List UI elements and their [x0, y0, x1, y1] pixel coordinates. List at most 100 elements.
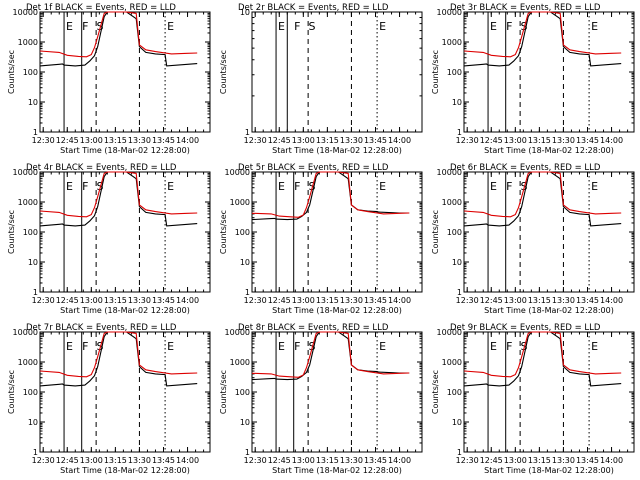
event-marker-letter: E — [591, 180, 598, 193]
x-tick-label: 12:30 — [456, 296, 479, 305]
y-tick-label: 10 — [28, 418, 38, 427]
x-tick-label: 13:45 — [364, 136, 387, 145]
x-tick-label: 12:45 — [268, 136, 291, 145]
x-tick-label: 13:15 — [104, 296, 127, 305]
event-marker-letter: F — [82, 20, 88, 33]
event-marker-letter: E — [591, 340, 598, 353]
series-events-line — [251, 171, 410, 221]
x-tick-label: 13:15 — [316, 456, 339, 465]
series-lld-line — [39, 171, 198, 218]
series-events-line — [463, 171, 622, 227]
y-axis-label: Counts/sec — [7, 210, 16, 254]
y-tick-label: 100 — [23, 68, 38, 77]
event-marker-letter: E — [167, 180, 174, 193]
plot-frame — [251, 11, 423, 133]
y-tick-label: 10000 — [225, 168, 250, 177]
event-marker-letter: E — [66, 180, 73, 193]
x-tick-label: 12:45 — [268, 296, 291, 305]
x-tick-label: 14:00 — [600, 296, 623, 305]
x-tick-label: 13:30 — [340, 296, 363, 305]
event-marker-letter: E — [167, 340, 174, 353]
y-tick-label: 100 — [447, 228, 462, 237]
series-events-line — [39, 331, 198, 387]
x-tick-label: 13:15 — [316, 136, 339, 145]
y-axis-label: Counts/sec — [7, 370, 16, 414]
y-tick-label: 1 — [457, 288, 462, 297]
x-tick-label: 13:15 — [104, 136, 127, 145]
y-tick-label: 1 — [457, 128, 462, 137]
y-tick-label: 1000 — [442, 198, 462, 207]
x-tick-label: 12:45 — [56, 136, 79, 145]
x-tick-label: 13:45 — [152, 456, 175, 465]
event-marker-letter: F — [82, 180, 88, 193]
event-marker-letter: E — [591, 20, 598, 33]
y-tick-label: 10 — [240, 258, 250, 267]
event-marker-letter: E — [490, 180, 497, 193]
x-tick-label: 12:45 — [56, 296, 79, 305]
x-tick-label: 13:15 — [528, 136, 551, 145]
panel-title: Det 1f BLACK = Events, RED = LLD — [26, 3, 176, 13]
x-tick-label: 13:30 — [128, 136, 151, 145]
x-tick-label: 12:30 — [32, 456, 55, 465]
y-axis-label: Counts/sec — [219, 50, 228, 94]
y-tick-label: 10 — [452, 258, 462, 267]
event-marker-letter: E — [379, 340, 386, 353]
x-axis-label: Start Time (18-Mar-02 12:28:00) — [272, 306, 402, 315]
x-tick-label: 13:45 — [364, 456, 387, 465]
y-tick-label: 1 — [33, 128, 38, 137]
y-tick-label: 1 — [245, 128, 250, 137]
x-tick-label: 13:15 — [528, 296, 551, 305]
x-tick-label: 13:45 — [152, 136, 175, 145]
event-marker-letter: F — [506, 20, 512, 33]
x-tick-label: 13:00 — [292, 456, 315, 465]
series-lld-line — [463, 171, 622, 218]
y-tick-label: 10 — [452, 418, 462, 427]
y-tick-label: 10 — [240, 8, 250, 17]
y-tick-label: 10000 — [13, 168, 38, 177]
y-tick-label: 1 — [245, 448, 250, 457]
x-tick-label: 13:45 — [576, 456, 599, 465]
y-tick-label: 10000 — [437, 8, 462, 17]
x-tick-label: 12:30 — [456, 136, 479, 145]
x-tick-label: 13:30 — [552, 296, 575, 305]
panel-title: Det 5r BLACK = Events, RED = LLD — [238, 163, 389, 173]
y-tick-label: 10000 — [437, 168, 462, 177]
series-events-line — [463, 331, 622, 387]
x-tick-label: 14:00 — [388, 296, 411, 305]
x-tick-label: 14:00 — [388, 136, 411, 145]
y-axis-label: Counts/sec — [431, 210, 440, 254]
panel-det-4: Det 4r BLACK = Events, RED = LLD 1 10 100 10… — [7, 163, 211, 315]
event-marker-letter: E — [490, 20, 497, 33]
y-axis-label: Counts/sec — [219, 370, 228, 414]
y-tick-label: 10 — [240, 418, 250, 427]
series-lld-line — [463, 11, 622, 58]
x-tick-label: 13:45 — [364, 296, 387, 305]
event-marker-letter: E — [278, 340, 285, 353]
y-tick-label: 1000 — [18, 38, 38, 47]
x-tick-label: 12:30 — [244, 296, 267, 305]
x-tick-label: 13:00 — [292, 136, 315, 145]
event-marker-letter: E — [66, 340, 73, 353]
y-tick-label: 100 — [235, 388, 250, 397]
y-tick-label: 10000 — [13, 8, 38, 17]
panel-title: Det 3r BLACK = Events, RED = LLD — [450, 3, 601, 13]
event-marker-letter: E — [167, 20, 174, 33]
x-tick-label: 13:00 — [80, 136, 103, 145]
y-tick-label: 100 — [447, 388, 462, 397]
y-axis-label: Counts/sec — [431, 50, 440, 94]
event-marker-letter: E — [278, 180, 285, 193]
x-tick-label: 13:45 — [152, 296, 175, 305]
x-tick-label: 14:00 — [176, 296, 199, 305]
series-lld-line — [463, 331, 622, 378]
series-events-line — [251, 331, 410, 381]
series-lld-line — [39, 331, 198, 378]
y-tick-label: 10000 — [437, 328, 462, 337]
x-axis-label: Start Time (18-Mar-02 12:28:00) — [60, 146, 190, 155]
x-tick-label: 13:00 — [292, 296, 315, 305]
x-axis-label: Start Time (18-Mar-02 12:28:00) — [484, 306, 614, 315]
y-tick-label: 10000 — [13, 328, 38, 337]
y-tick-label: 1 — [33, 288, 38, 297]
panel-det-7: Det 7r BLACK = Events, RED = LLD 1 10 100 10… — [7, 323, 211, 475]
panel-title: Det 7r BLACK = Events, RED = LLD — [26, 323, 177, 333]
x-tick-label: 13:30 — [552, 456, 575, 465]
